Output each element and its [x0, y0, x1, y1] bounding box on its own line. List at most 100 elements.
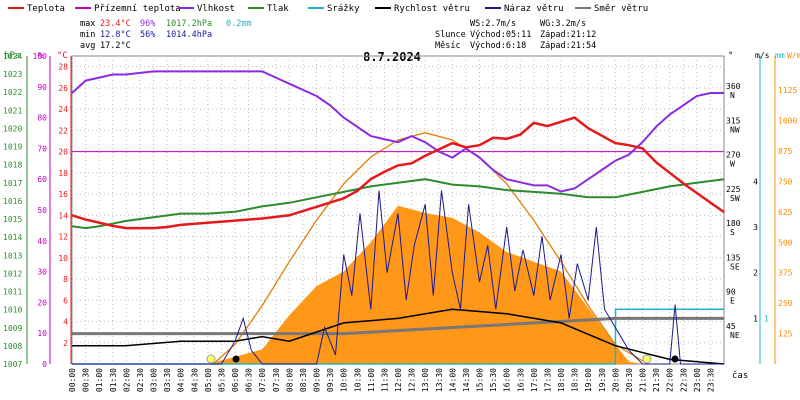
- tick-label-hpa: 1011: [3, 288, 22, 297]
- tick-label-temp: 2: [63, 339, 68, 348]
- stat-max-press: 1017.2hPa: [166, 19, 212, 29]
- tick-label-time: 17:30: [543, 368, 552, 392]
- tick-label-time: 16:00: [503, 368, 512, 392]
- legend-label-naraz: Náraz větru: [504, 4, 564, 14]
- tick-label-time: 15:00: [476, 368, 485, 392]
- tick-label-time: 12:00: [394, 368, 403, 392]
- tick-label-hpa: 1008: [3, 342, 22, 351]
- tick-label-time: 18:00: [557, 368, 566, 392]
- tick-label-hpa: 1007: [3, 360, 22, 369]
- tick-label-dir-deg: 315: [726, 116, 741, 125]
- tick-label-hpa: 1019: [3, 143, 22, 152]
- tick-label-time: 00:00: [68, 368, 77, 392]
- tick-label-ms: 1: [753, 314, 758, 323]
- legend-label-srazky: Srážky: [327, 4, 360, 14]
- tick-label-pct: 30: [37, 268, 47, 277]
- tick-label-temp: 22: [58, 126, 68, 135]
- unit-pct: %: [38, 51, 44, 61]
- tick-label-time: 07:00: [258, 368, 267, 392]
- tick-label-time: 13:00: [421, 368, 430, 392]
- tick-label-dir-deg: 45: [726, 322, 736, 331]
- tick-label-dir-deg: 270: [726, 151, 741, 160]
- tick-label-time: 06:30: [245, 368, 254, 392]
- tick-label-time: 14:30: [462, 368, 471, 392]
- tick-label-time: 02:30: [136, 368, 145, 392]
- wind-gust-line: [72, 190, 724, 365]
- legend-label-teplota: Teplota: [27, 4, 65, 14]
- tick-label-time: 21:00: [639, 368, 648, 392]
- tick-label-hpa: 1010: [3, 306, 22, 315]
- tick-label-wm2: 875: [778, 147, 793, 156]
- moon-label: Měsíc: [435, 41, 461, 51]
- tick-label-time: 06:00: [231, 368, 240, 392]
- legend-label-vlhkost: Vlhkost: [197, 4, 235, 14]
- axis-ticks: 2468101214161820222426281007100810091010…: [3, 52, 797, 392]
- tick-label-temp: 10: [58, 254, 68, 263]
- unit-wm2: W/m²: [787, 51, 800, 60]
- pressure-line: [71, 178, 725, 230]
- tick-label-hpa: 1023: [3, 70, 22, 79]
- stat-max-temp: 23.4°C: [100, 19, 131, 29]
- tick-label-dir-name: SW: [730, 194, 740, 203]
- tick-label-temp: 6: [63, 296, 68, 305]
- stat-avg-label: avg: [80, 41, 95, 51]
- tick-label-pct: 100: [33, 52, 48, 61]
- tick-label-time: 03:00: [150, 368, 159, 392]
- legend-label-rychlost: Rychlost větru: [394, 4, 470, 14]
- tick-label-pct: 60: [37, 175, 47, 184]
- legend-label-smer: Směr větru: [594, 4, 648, 14]
- sun-set: Západ:21:12: [540, 30, 596, 40]
- humidity-line: [71, 70, 724, 193]
- tick-label-hpa: 1013: [3, 251, 22, 260]
- tick-label-time: 17:00: [530, 368, 539, 392]
- tick-label-temp: 28: [58, 63, 68, 72]
- tick-label-hpa: 1022: [3, 88, 22, 97]
- tick-label-time: 08:00: [285, 368, 294, 392]
- tick-label-time: 03:30: [163, 368, 172, 392]
- tick-label-pct: 90: [37, 83, 47, 92]
- tick-label-ms: 2: [753, 269, 758, 278]
- tick-label-hpa: 1020: [3, 124, 22, 133]
- tick-label-time: 22:00: [666, 368, 675, 392]
- tick-label-hpa: 1015: [3, 215, 22, 224]
- tick-label-time: 05:30: [217, 368, 226, 392]
- temperature-line: [71, 116, 725, 230]
- tick-label-ms: 3: [753, 223, 758, 232]
- tick-label-wm2: 1000: [778, 117, 797, 126]
- unit-headers: hPa % °C ° m/s mm W/m² čas: [4, 51, 800, 381]
- stat-min-hum: 56%: [140, 30, 155, 40]
- tick-label-pct: 40: [37, 237, 47, 246]
- tick-label-wm2: 250: [778, 299, 793, 308]
- tick-label-time: 18:30: [571, 368, 580, 392]
- tick-label-hpa: 1014: [3, 233, 22, 242]
- tick-label-dir-deg: 180: [726, 219, 741, 228]
- wind-speed-line: [72, 308, 725, 365]
- chart-title: 8.7.2024: [363, 50, 421, 64]
- tick-label-pct: 50: [37, 206, 47, 215]
- unit-hpa: hPa: [4, 51, 20, 61]
- unit-ms: m/s: [755, 51, 770, 60]
- tick-label-pct: 0: [42, 360, 47, 369]
- tick-label-time: 02:00: [122, 368, 131, 392]
- tick-label-dir-name: NW: [730, 125, 740, 134]
- tick-label-hpa: 1012: [3, 269, 22, 278]
- tick-label-hpa: 1016: [3, 197, 22, 206]
- wind-ws: WS:2.7m/s: [470, 19, 516, 29]
- tick-label-hpa: 1018: [3, 161, 22, 170]
- unit-deg: °: [728, 51, 733, 61]
- tick-label-time: 16:30: [516, 368, 525, 392]
- tick-label-pct: 10: [37, 329, 47, 338]
- stat-max-label: max: [80, 19, 95, 29]
- tick-label-dir-deg: 90: [726, 288, 736, 297]
- tick-label-time: 09:30: [326, 368, 335, 392]
- tick-label-time: 10:00: [340, 368, 349, 392]
- tick-label-time: 15:30: [489, 368, 498, 392]
- tick-label-time: 20:00: [611, 368, 620, 392]
- tick-label-dir-deg: 360: [726, 82, 741, 91]
- tick-label-time: 01:30: [109, 368, 118, 392]
- tick-label-time: 23:00: [693, 368, 702, 392]
- tick-label-time: 10:30: [353, 368, 362, 392]
- tick-label-pct: 70: [37, 144, 47, 153]
- tick-label-wm2: 750: [778, 177, 793, 186]
- legend-label-tlak: Tlak: [267, 4, 289, 14]
